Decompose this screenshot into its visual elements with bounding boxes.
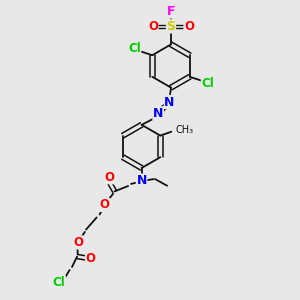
Text: O: O: [148, 20, 158, 33]
Text: Cl: Cl: [128, 42, 141, 56]
Text: N: N: [153, 107, 163, 120]
Text: O: O: [100, 198, 110, 212]
Text: O: O: [73, 236, 83, 249]
Text: O: O: [85, 251, 96, 265]
Text: S: S: [167, 20, 176, 33]
Text: Cl: Cl: [201, 76, 214, 90]
Text: Cl: Cl: [53, 276, 65, 289]
Text: F: F: [167, 5, 175, 18]
Text: O: O: [104, 171, 114, 184]
Text: O: O: [184, 20, 194, 33]
Text: N: N: [164, 95, 175, 109]
Text: N: N: [136, 174, 147, 187]
Text: CH₃: CH₃: [176, 125, 194, 135]
